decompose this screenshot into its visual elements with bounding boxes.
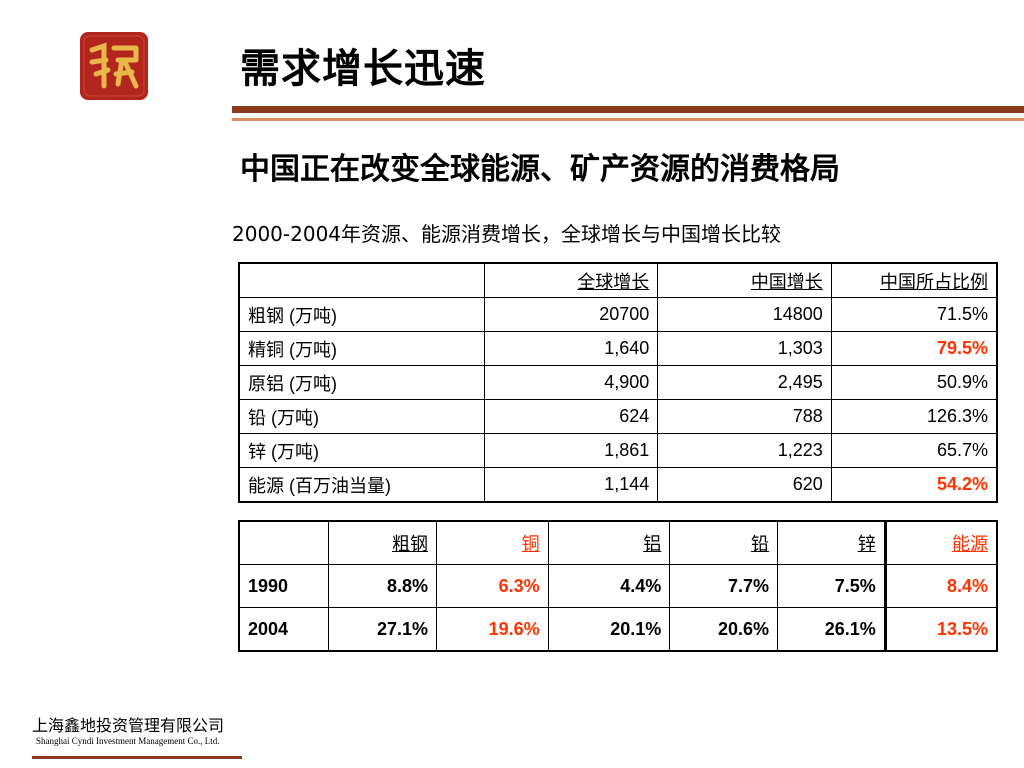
cell-global: 1,640 xyxy=(483,331,659,366)
header-cell-energy: 能源 xyxy=(883,520,998,565)
header-cell-empty xyxy=(238,262,485,298)
cell-china: 1,223 xyxy=(657,433,832,468)
cell-value-highlight: 6.3% xyxy=(435,564,549,608)
china-share-by-year-table: 粗钢 铜 铝 铅 锌 能源 1990 8.8% 6.3% 4.4% 7.7% 7… xyxy=(238,520,998,652)
header-divider-thin xyxy=(232,118,1024,121)
cell-value: 27.1% xyxy=(328,607,437,652)
header-cell-global: 全球增长 xyxy=(483,262,659,298)
header-cell-empty xyxy=(238,520,330,565)
cell-china: 14800 xyxy=(657,297,832,332)
row-label: 精铜 (万吨) xyxy=(238,331,485,366)
cell-share-highlight: 79.5% xyxy=(830,331,998,366)
header-cell-copper: 铜 xyxy=(435,520,549,565)
header-cell-share: 中国所占比例 xyxy=(830,262,998,298)
company-seal-logo-icon xyxy=(78,30,150,102)
cell-value-highlight: 8.4% xyxy=(883,564,998,608)
cell-global: 624 xyxy=(483,399,659,434)
table-row: 粗钢 (万吨) 20700 14800 71.5% xyxy=(238,297,998,332)
row-year: 2004 xyxy=(238,607,330,652)
cell-value-highlight: 13.5% xyxy=(883,607,998,652)
header-cell-aluminum: 铝 xyxy=(547,520,671,565)
header-cell-china: 中国增长 xyxy=(657,262,832,298)
cell-share: 65.7% xyxy=(830,433,998,468)
cell-global: 1,144 xyxy=(483,467,659,503)
cell-global: 20700 xyxy=(483,297,659,332)
cell-china: 620 xyxy=(657,467,832,503)
cell-share: 126.3% xyxy=(830,399,998,434)
table-header-row: 全球增长 中国增长 中国所占比例 xyxy=(238,262,998,298)
table-row: 能源 (百万油当量) 1,144 620 54.2% xyxy=(238,467,998,503)
header-divider-thick xyxy=(232,106,1024,113)
cell-china: 1,303 xyxy=(657,331,832,366)
cell-china: 788 xyxy=(657,399,832,434)
table-row: 1990 8.8% 6.3% 4.4% 7.7% 7.5% 8.4% xyxy=(238,564,998,608)
row-label: 铅 (万吨) xyxy=(238,399,485,434)
cell-value: 8.8% xyxy=(328,564,437,608)
table-caption: 2000-2004年资源、能源消费增长，全球增长与中国增长比较 xyxy=(232,222,782,246)
cell-global: 1,861 xyxy=(483,433,659,468)
row-label: 原铝 (万吨) xyxy=(238,365,485,400)
cell-value: 26.1% xyxy=(777,607,886,652)
table-row: 锌 (万吨) 1,861 1,223 65.7% xyxy=(238,433,998,468)
consumption-growth-table: 全球增长 中国增长 中国所占比例 粗钢 (万吨) 20700 14800 71.… xyxy=(238,262,998,503)
row-label: 锌 (万吨) xyxy=(238,433,485,468)
cell-value: 20.6% xyxy=(669,607,779,652)
footer-company-name-cn: 上海鑫地投资管理有限公司 xyxy=(32,716,225,735)
header-cell-lead: 铅 xyxy=(669,520,779,565)
table-header-row: 粗钢 铜 铝 铅 锌 能源 xyxy=(238,520,998,565)
page-title: 需求增长迅速 xyxy=(240,46,486,92)
cell-value: 20.1% xyxy=(547,607,671,652)
cell-share: 71.5% xyxy=(830,297,998,332)
row-year: 1990 xyxy=(238,564,330,608)
cell-share: 50.9% xyxy=(830,365,998,400)
footer-divider xyxy=(32,756,242,759)
table-row: 精铜 (万吨) 1,640 1,303 79.5% xyxy=(238,331,998,366)
page-subtitle: 中国正在改变全球能源、矿产资源的消费格局 xyxy=(240,152,840,187)
cell-value-highlight: 19.6% xyxy=(435,607,549,652)
cell-share-highlight: 54.2% xyxy=(830,467,998,503)
footer-company-name-en: Shanghai Cyndi Investment Management Co.… xyxy=(36,736,220,746)
cell-value: 7.7% xyxy=(669,564,779,608)
header-cell-zinc: 锌 xyxy=(777,520,886,565)
row-label: 能源 (百万油当量) xyxy=(238,467,485,503)
cell-value: 7.5% xyxy=(777,564,886,608)
cell-value: 4.4% xyxy=(547,564,671,608)
header-cell-steel: 粗钢 xyxy=(328,520,437,565)
row-label: 粗钢 (万吨) xyxy=(238,297,485,332)
cell-china: 2,495 xyxy=(657,365,832,400)
cell-global: 4,900 xyxy=(483,365,659,400)
table-row: 铅 (万吨) 624 788 126.3% xyxy=(238,399,998,434)
table-row: 2004 27.1% 19.6% 20.1% 20.6% 26.1% 13.5% xyxy=(238,607,998,652)
table-row: 原铝 (万吨) 4,900 2,495 50.9% xyxy=(238,365,998,400)
